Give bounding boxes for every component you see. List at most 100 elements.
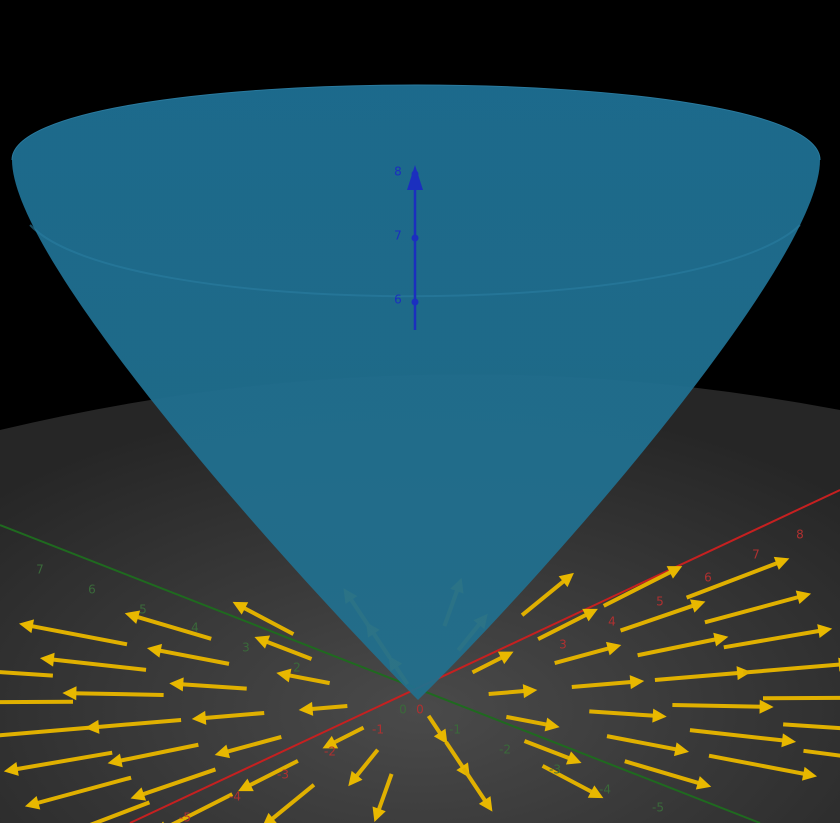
y-tick-label: 4 (191, 621, 199, 635)
z-tick (411, 234, 419, 242)
vector-shaft (624, 759, 703, 786)
vector-head (254, 635, 271, 649)
vector-shaft (685, 560, 781, 600)
vector-shaft (285, 672, 331, 686)
vector-shaft (602, 568, 675, 608)
vector-shaft (133, 614, 212, 641)
vector-head (322, 735, 339, 749)
vector-shaft (704, 594, 802, 625)
vector-shaft (28, 623, 128, 647)
vector-head (238, 778, 254, 792)
vector-head (497, 651, 514, 665)
vector-head (587, 785, 604, 799)
vector-shaft (782, 722, 840, 731)
vector-shaft (94, 717, 182, 730)
vector-head (773, 556, 790, 570)
vector-head (713, 632, 729, 647)
vector-shaft (571, 679, 635, 690)
vector-head (652, 708, 667, 723)
vector-head (232, 601, 249, 615)
vector-shaft (723, 628, 823, 650)
x-tick-label: 8 (796, 528, 804, 542)
vector-shaft (520, 577, 568, 617)
vector-head (673, 742, 690, 757)
x-tick-label: 0 (416, 703, 424, 717)
y-tick-label: -1 (449, 723, 461, 737)
vector-shaft (330, 725, 365, 746)
x-tick-label: -1 (372, 723, 384, 737)
x-tick-label: -5 (179, 811, 191, 823)
vector-head (24, 795, 41, 810)
vector-shaft (72, 691, 164, 697)
vector-head (666, 566, 683, 579)
y-tick-label: 7 (36, 563, 44, 577)
vector-head (130, 787, 147, 801)
y-tick-label: -5 (652, 801, 664, 815)
paraboloid-edge (11, 84, 821, 161)
vector-shaft (619, 602, 697, 633)
vector-head (107, 753, 123, 768)
vector-head (276, 668, 292, 683)
vector-shaft (444, 740, 467, 771)
vector-head (263, 812, 277, 823)
vector-head (565, 751, 582, 765)
vector-head (84, 719, 100, 734)
x-tick-label: 3 (559, 638, 567, 652)
vector-shaft (672, 703, 764, 709)
vector-head (759, 699, 774, 714)
vector-head (146, 643, 163, 658)
vector-shaft (523, 739, 573, 762)
vector-shaft (139, 767, 217, 798)
y-tick-label: 3 (242, 641, 250, 655)
vector-shaft (505, 714, 551, 728)
vector-shaft (461, 767, 489, 805)
vector-shaft (537, 611, 590, 641)
z-tick-label: 7 (394, 229, 402, 243)
vector-shaft (541, 764, 596, 796)
y-tick-label: -3 (549, 763, 561, 777)
vector-shaft (170, 792, 234, 823)
vector-shaft (375, 773, 394, 814)
y-tick-label: 5 (139, 603, 147, 617)
vector-shaft (179, 682, 247, 691)
vector-shaft (488, 688, 528, 697)
x-tick-label: -2 (324, 745, 336, 759)
vector-shaft (117, 742, 199, 764)
vector-head (781, 733, 797, 748)
paraboloid (12, 85, 820, 700)
vector-shaft (589, 709, 657, 718)
x-tick-label: -3 (277, 768, 289, 782)
vector-shaft (49, 657, 147, 672)
vector-head (348, 770, 363, 787)
vector-head (62, 686, 77, 701)
y-tick-label: 2 (293, 661, 301, 675)
vector-shaft (803, 748, 840, 758)
vector-head (695, 776, 712, 790)
y-tick-label: 0 (399, 703, 407, 717)
vector-head (817, 624, 833, 638)
vector-shaft (743, 662, 840, 675)
vector-shaft (654, 670, 742, 683)
vector-head (169, 677, 184, 692)
paraboloid-rim (29, 224, 801, 298)
y-tick-label: 6 (88, 583, 96, 597)
vector-shaft (89, 800, 151, 823)
vector-shaft (471, 654, 506, 675)
vector-shaft (13, 750, 113, 772)
vector-shaft (689, 728, 787, 743)
x-tick-label: -4 (229, 790, 241, 804)
z-tick-label: 6 (394, 293, 402, 307)
x-tick-label: 6 (704, 571, 712, 585)
x-tick-label: 4 (608, 615, 616, 629)
vector-head (298, 701, 314, 716)
vector-shaft (0, 670, 54, 678)
vector-head (18, 619, 35, 634)
x-axis (129, 489, 840, 823)
vector-shaft (606, 734, 680, 752)
vector-head (433, 728, 448, 745)
vector-head (558, 572, 574, 588)
vector-head (795, 590, 812, 605)
vector-head (689, 599, 706, 613)
